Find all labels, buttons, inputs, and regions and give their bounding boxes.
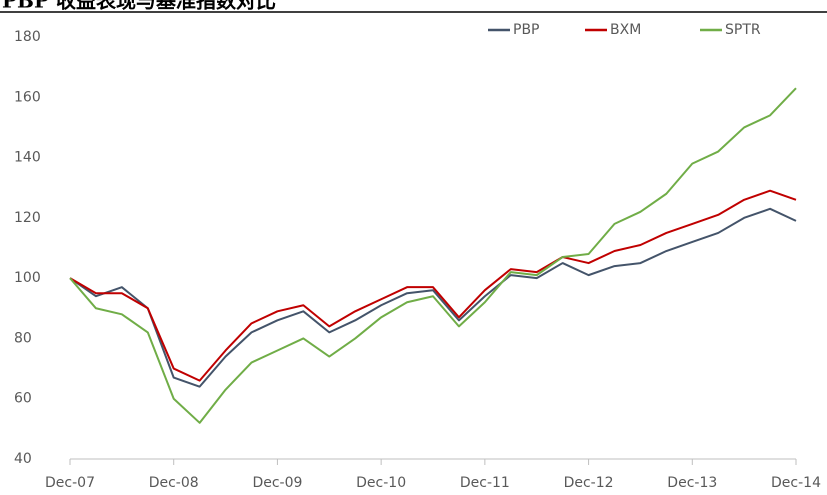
y-tick-label: 140: [14, 150, 41, 166]
series-line: [69, 87, 797, 424]
legend-label: PBP: [513, 22, 540, 38]
y-tick-label: 180: [14, 29, 41, 45]
x-tick-label: Dec-09: [252, 475, 302, 491]
y-tick-label: 100: [14, 270, 41, 286]
series-line: [69, 189, 797, 382]
y-tick-label: 60: [14, 391, 32, 407]
chart-title: PBP 收益表现与基准指数对比: [2, 0, 276, 13]
y-tick-label: 40: [14, 451, 32, 467]
y-tick-label: 80: [14, 330, 32, 346]
y-tick-label: 160: [14, 89, 41, 105]
x-tick-label: Dec-11: [460, 475, 510, 491]
x-tick-label: Dec-07: [45, 475, 95, 491]
x-tick-label: Dec-12: [564, 475, 614, 491]
x-tick-label: Dec-14: [771, 475, 821, 491]
legend-label: SPTR: [725, 22, 761, 38]
series-line: [69, 207, 797, 388]
legend-label: BXM: [610, 22, 641, 38]
y-tick-label: 120: [14, 210, 41, 226]
x-tick-label: Dec-08: [149, 475, 199, 491]
x-tick-label: Dec-10: [356, 475, 406, 491]
x-tick-label: Dec-13: [667, 475, 717, 491]
